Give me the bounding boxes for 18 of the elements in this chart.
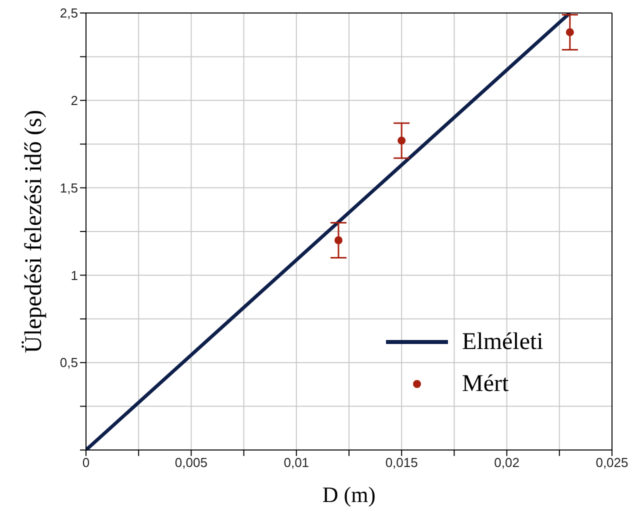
x-tick-label: 0,01 — [284, 455, 310, 470]
x-tick-label: 0,005 — [174, 455, 208, 470]
x-tick-label: 0,015 — [385, 455, 418, 470]
point — [398, 136, 406, 145]
y-tick-label: 1 — [70, 268, 78, 283]
x-tick-label: 0 — [82, 455, 90, 470]
y-tick-label: 2 — [70, 93, 78, 108]
x-tick-label: 0,025 — [596, 455, 628, 470]
point — [334, 236, 342, 244]
legend-label: Mért — [462, 370, 509, 398]
y-tick-label: 1,5 — [60, 180, 78, 196]
y-tick-label: 2,5 — [60, 6, 78, 21]
y-axis-title: Ülepedési felezési idő (s) — [21, 110, 47, 354]
x-axis-title: D (m) — [322, 482, 376, 507]
x-tick-label: 0,02 — [494, 455, 520, 470]
legend-label: Elméleti — [462, 328, 544, 356]
y-tick-label: 0,5 — [60, 355, 78, 370]
point — [566, 28, 574, 36]
